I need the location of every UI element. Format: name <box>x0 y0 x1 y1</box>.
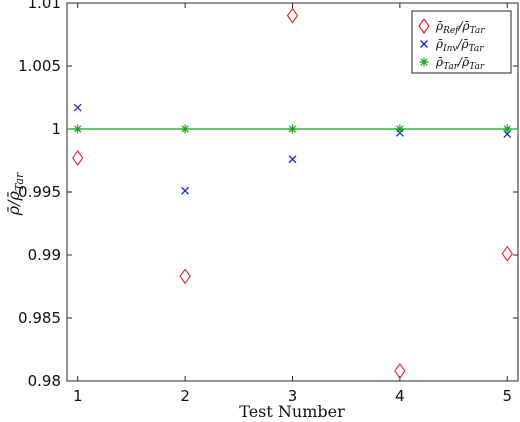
series-2 <box>67 124 518 134</box>
legend-marker <box>418 18 430 34</box>
point-diamond <box>394 362 406 379</box>
point-diamond <box>501 245 513 262</box>
y-tick-label: 0.985 <box>18 309 61 327</box>
x-tick-label: 5 <box>502 387 512 405</box>
point-asterisk <box>180 124 190 134</box>
point-diamond <box>72 150 84 166</box>
x-tick-label: 2 <box>180 387 190 405</box>
asterisk-stroke <box>74 125 82 133</box>
asterisk-stroke <box>396 125 404 133</box>
point-asterisk <box>288 124 297 134</box>
x-stroke <box>288 155 297 164</box>
ticks: 1 2 3 4 5 0.98 0.985 0.99 0.995 1 1.005 1.01 <box>18 0 518 405</box>
y-tick-label: 0.98 <box>28 372 61 390</box>
point-x <box>288 155 297 164</box>
legend-box <box>411 10 512 74</box>
point-asterisk <box>73 124 83 134</box>
asterisk-stroke <box>181 125 189 133</box>
point-asterisk <box>502 124 512 134</box>
legend-marker <box>420 40 428 48</box>
y-tick-label: 1.005 <box>18 57 61 75</box>
legend-label: ρ̄Inv/ρ̄Tar <box>435 37 484 54</box>
y-tick-label: 0.99 <box>28 246 61 264</box>
point-asterisk <box>395 124 405 134</box>
series-layer <box>67 7 518 379</box>
x-axis-title: Test Number <box>239 402 345 421</box>
legend-marker <box>419 57 429 67</box>
point-diamond <box>179 268 191 285</box>
svg-text:ρ̄/ρ̄Tar: ρ̄/ρ̄Tar <box>4 172 26 216</box>
x-stroke <box>420 40 428 48</box>
series-0 <box>72 7 513 379</box>
point-diamond <box>286 7 299 24</box>
legend-label: ρ̄Tar/ρ̄Tar <box>435 55 485 72</box>
x-stroke <box>181 186 190 195</box>
asterisk-stroke <box>288 125 297 133</box>
x-stroke <box>73 103 82 112</box>
point-x <box>73 103 82 112</box>
y-tick-label: 1.01 <box>28 0 61 12</box>
asterisk-stroke <box>420 58 428 66</box>
legend-label: ρ̄Ref/ρ̄Tar <box>435 19 485 36</box>
x-tick-label: 1 <box>73 387 83 405</box>
x-tick-label: 4 <box>395 387 405 405</box>
asterisk-stroke <box>503 125 511 133</box>
y-tick-label: 1 <box>51 120 61 138</box>
x-tick-label: 3 <box>288 387 298 405</box>
point-x <box>181 186 190 195</box>
y-tick-label: 0.995 <box>18 183 61 201</box>
y-axis-title: ρ̄/ρ̄Tar <box>4 172 26 216</box>
